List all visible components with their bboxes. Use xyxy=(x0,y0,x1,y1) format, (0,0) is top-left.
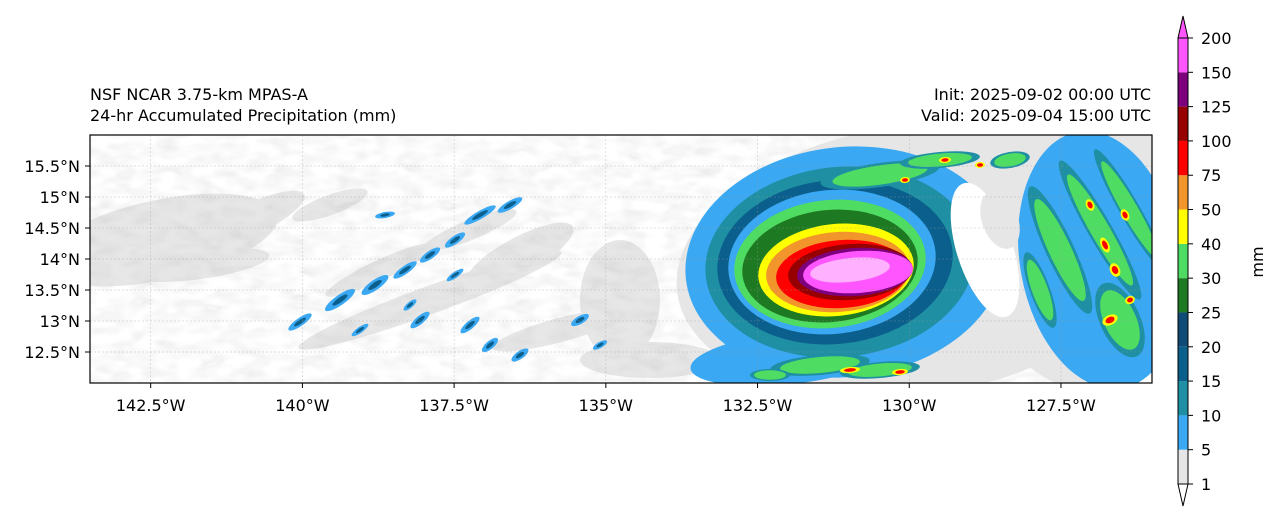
precip-cell xyxy=(472,210,488,220)
precip-cell xyxy=(596,342,604,348)
colorbar-tick-label: 75 xyxy=(1201,166,1221,185)
lon-axis: 142.5°W 140°W 137.5°W 135°W 132.5°W 130°W 127.… xyxy=(116,383,1096,415)
colorbar-swatch xyxy=(1178,346,1188,382)
gridlines xyxy=(90,135,1152,383)
dry-slot xyxy=(980,191,1020,249)
lon-tick-label: 130°W xyxy=(882,396,937,415)
lon-tick-label: 135°W xyxy=(579,396,634,415)
precip-cell xyxy=(503,201,517,209)
colorbar-extend-max xyxy=(1177,15,1189,39)
colorbar-swatch xyxy=(1178,449,1188,484)
colorbar-swatch xyxy=(1178,175,1188,210)
rain-band xyxy=(994,153,1026,167)
precip-field xyxy=(90,135,1152,383)
rain-cell xyxy=(902,178,908,182)
colorbar-tick-label: 20 xyxy=(1201,338,1221,357)
precip-cell xyxy=(450,271,460,279)
colorbar-tick-label: 15 xyxy=(1201,372,1221,391)
precip-cell xyxy=(424,251,436,259)
precip-cell xyxy=(515,351,525,359)
precip-cell xyxy=(406,302,414,308)
colorbar-swatch xyxy=(1178,209,1188,244)
rain-band xyxy=(780,356,860,374)
rain-cell xyxy=(1087,201,1093,209)
colorbar-tick-label: 125 xyxy=(1201,98,1232,117)
colorbar-swatch xyxy=(1178,72,1188,107)
precip-cell xyxy=(449,236,461,244)
lat-tick-label: 13°N xyxy=(40,312,80,331)
colorbar-tick-label: 50 xyxy=(1201,201,1221,220)
lon-tick-label: 127.5°W xyxy=(1026,396,1096,415)
colorbar-tick-label: 5 xyxy=(1201,441,1211,460)
core-max xyxy=(810,257,890,283)
colorbar-tick-label: 30 xyxy=(1201,269,1221,288)
colorbar-tick-label: 40 xyxy=(1201,235,1221,254)
colorbar-swatch xyxy=(1178,106,1188,141)
colorbar-label: mm xyxy=(1248,246,1267,277)
colorbar-tick-label: 25 xyxy=(1201,303,1221,322)
precip-cell xyxy=(465,320,475,330)
valid-time: Valid: 2025-09-04 15:00 UTC xyxy=(920,106,1151,125)
precip-cell xyxy=(575,316,585,324)
lat-tick-label: 13.5°N xyxy=(24,281,80,300)
colorbar-frame xyxy=(1177,37,1189,485)
colorbar-swatch xyxy=(1178,312,1188,347)
rain-band xyxy=(1101,161,1152,259)
colorbar-tick-label: 100 xyxy=(1201,132,1232,151)
rain-cell xyxy=(1122,211,1128,219)
lat-axis: 12.5°N 13°N 13.5°N 14°N 14.5°N 15°N 15.5°N xyxy=(24,157,90,362)
dry-slot xyxy=(950,182,1020,318)
rain-band xyxy=(1066,174,1134,286)
lat-tick-label: 12.5°N xyxy=(24,343,80,362)
precip-cell xyxy=(415,315,425,325)
precip-cell xyxy=(380,213,390,217)
lat-tick-label: 14°N xyxy=(40,250,80,269)
precip-cell xyxy=(368,279,382,291)
field-title: 24-hr Accumulated Precipitation (mm) xyxy=(90,106,397,125)
rain-band xyxy=(1034,199,1086,301)
rain-cell xyxy=(1105,316,1115,324)
model-title: NSF NCAR 3.75-km MPAS-A xyxy=(90,85,308,104)
lon-tick-label: 140°W xyxy=(275,396,330,415)
colorbar-tick-label: 1 xyxy=(1201,475,1211,494)
colorbar-tick-label: 10 xyxy=(1201,406,1221,425)
colorbar-swatch xyxy=(1178,415,1188,450)
rain-band xyxy=(754,370,786,380)
colorbar-swatch xyxy=(1178,140,1188,176)
rain-cell xyxy=(1102,240,1108,250)
colorbar-tick-label: 150 xyxy=(1201,63,1232,82)
lat-tick-label: 15.5°N xyxy=(24,157,80,176)
lon-tick-label: 137.5°W xyxy=(419,396,489,415)
colorbar-swatch xyxy=(1178,381,1188,416)
rain-band xyxy=(1100,290,1140,350)
precip-cell xyxy=(485,341,495,349)
colorbar-swatch xyxy=(1178,38,1188,73)
colorbar-extend-min xyxy=(1177,483,1189,507)
rain-cell xyxy=(941,158,949,162)
init-time: Init: 2025-09-02 00:00 UTC xyxy=(933,85,1151,104)
rain-cell xyxy=(895,370,905,374)
colorbar-swatch xyxy=(1178,278,1188,313)
precip-cell xyxy=(355,326,365,334)
rain-band xyxy=(832,163,928,187)
precip-cell xyxy=(294,317,306,327)
lat-tick-label: 14.5°N xyxy=(24,219,80,238)
colorbar-tick-label: 200 xyxy=(1201,29,1232,48)
lon-tick-label: 142.5°W xyxy=(116,396,186,415)
lat-tick-label: 15°N xyxy=(40,188,80,207)
precip-cell xyxy=(332,294,348,306)
lon-tick-label: 132.5°W xyxy=(723,396,793,415)
rain-cell xyxy=(1111,265,1119,275)
rain-cell xyxy=(844,368,856,372)
colorbar-swatch xyxy=(1178,243,1188,279)
rain-cell xyxy=(1127,297,1133,303)
precip-cell xyxy=(399,265,411,275)
